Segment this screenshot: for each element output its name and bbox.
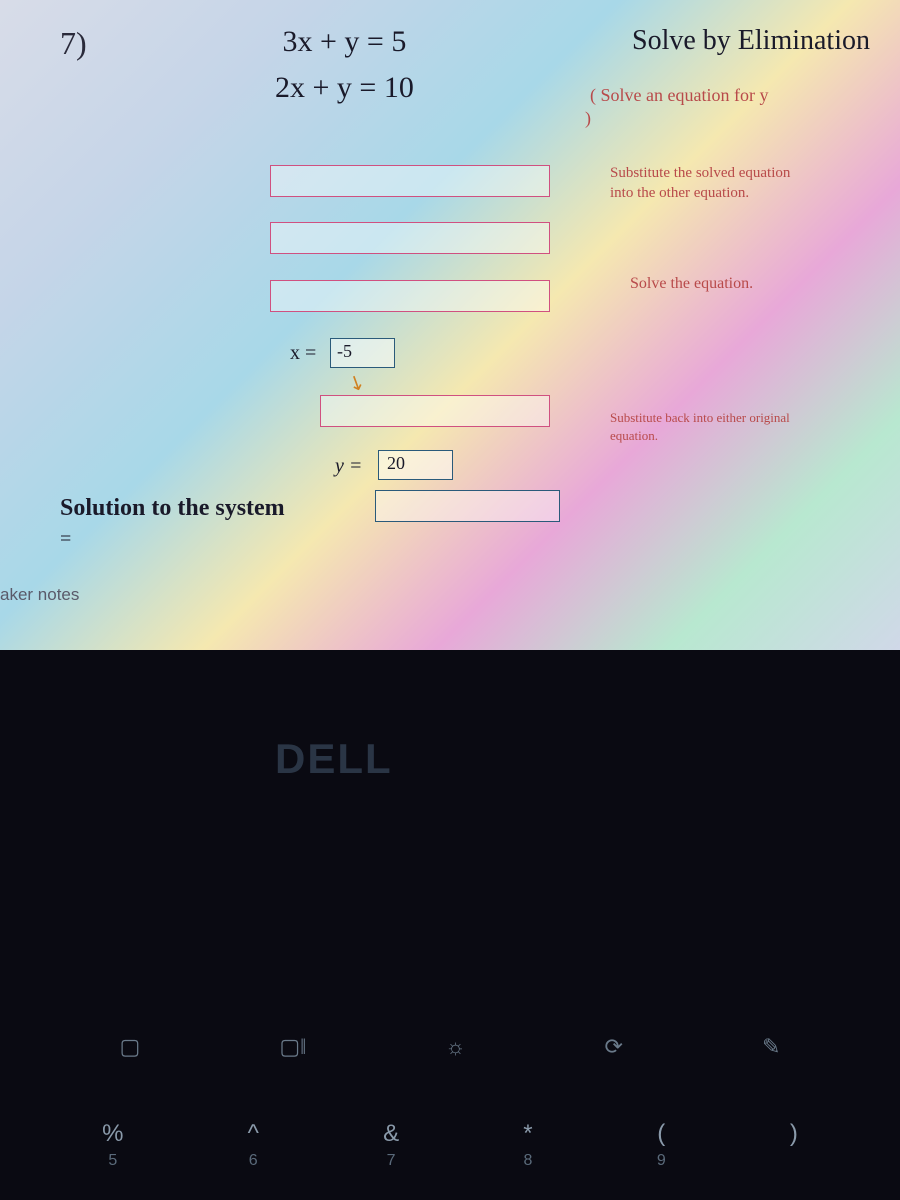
key-5-sub: 5 (102, 1152, 123, 1170)
problem-number: 7) (60, 25, 87, 62)
worksheet-slide: 7) 3x + y = 5 2x + y = 10 Solve by Elimi… (0, 0, 900, 650)
substitution-input[interactable] (320, 395, 550, 427)
func-icon-1: ▢ (120, 1034, 141, 1060)
x-value-input[interactable]: -5 (330, 338, 395, 368)
hint-solve-for-y: ( Solve an equation for y (590, 85, 768, 106)
hint-substitute-b: into the other equation. (610, 185, 749, 202)
key-0-sym: ) (790, 1120, 798, 1147)
work-step-3-input[interactable] (270, 280, 550, 312)
equals-sign: = (60, 528, 71, 551)
func-icon-2: ▢‖ (279, 1034, 306, 1060)
key-8: * 8 (523, 1120, 532, 1170)
key-5: % 5 (102, 1120, 123, 1170)
hint-substitute: Substitute the solved equation (610, 165, 790, 182)
work-step-1-input[interactable] (270, 165, 550, 197)
key-7: & 7 (383, 1120, 399, 1170)
hint-sub-back: Substitute back into either original (610, 410, 790, 426)
method-title: Solve by Elimination (632, 25, 870, 57)
work-step-2-input[interactable] (270, 222, 550, 254)
key-9-sym: ( (657, 1120, 665, 1147)
y-equals-label: y = (335, 455, 362, 478)
func-icon-4: ⟳ (605, 1034, 623, 1060)
dell-logo: DELL (275, 735, 393, 783)
key-9-sub: 9 (657, 1152, 666, 1170)
equation-1: 3x + y = 5 (275, 25, 414, 59)
key-6-sub: 6 (248, 1152, 259, 1170)
key-6: ^ 6 (248, 1120, 259, 1170)
key-8-sub: 8 (523, 1152, 532, 1170)
key-0: ) (790, 1120, 798, 1170)
key-9: ( 9 (657, 1120, 666, 1170)
function-key-row: ▢ ▢‖ ☼ ⟳ ✎ (0, 1034, 900, 1060)
hint-sub-back-b: equation. (610, 428, 658, 444)
func-icon-5: ✎ (762, 1034, 780, 1060)
solution-input[interactable] (375, 490, 560, 522)
key-7-sub: 7 (383, 1152, 399, 1170)
arrow-icon: ↘ (344, 368, 370, 398)
key-6-sym: ^ (248, 1120, 259, 1147)
func-icon-3: ☼ (445, 1034, 465, 1060)
x-equals-label: x = (290, 342, 316, 365)
laptop-keyboard-area: DELL ▢ ▢‖ ☼ ⟳ ✎ % 5 ^ 6 & 7 * 8 ( 9 ) (0, 650, 900, 1200)
y-value-input[interactable]: 20 (378, 450, 453, 480)
equations-block: 3x + y = 5 2x + y = 10 (275, 25, 414, 117)
equation-2: 2x + y = 10 (275, 71, 414, 105)
key-8-sym: * (523, 1120, 532, 1147)
hint-solve-for-y-close: ) (585, 108, 591, 129)
hint-solve: Solve the equation. (630, 275, 753, 293)
solution-label: Solution to the system (60, 495, 285, 522)
speaker-notes-label[interactable]: aker notes (0, 585, 79, 605)
key-5-sym: % (102, 1120, 123, 1147)
key-7-sym: & (383, 1120, 399, 1147)
number-key-row: % 5 ^ 6 & 7 * 8 ( 9 ) (0, 1120, 900, 1170)
